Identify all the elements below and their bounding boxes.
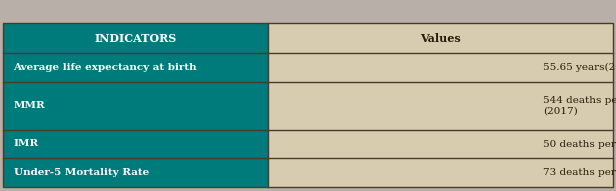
Text: INDICATORS: INDICATORS xyxy=(94,32,177,44)
Bar xyxy=(3,82,268,129)
Text: IMR: IMR xyxy=(14,139,39,148)
Bar xyxy=(3,158,268,187)
Text: Values: Values xyxy=(420,32,461,44)
Text: 544 deaths per 100,000 live births
(2017): 544 deaths per 100,000 live births (2017… xyxy=(543,96,616,116)
Bar xyxy=(3,23,268,53)
Bar xyxy=(268,23,613,53)
Bar xyxy=(3,53,268,82)
Text: Average life expectancy at birth: Average life expectancy at birth xyxy=(14,63,197,72)
Bar xyxy=(268,129,613,158)
Text: MMR: MMR xyxy=(14,101,46,110)
Bar xyxy=(268,53,613,82)
Bar xyxy=(3,23,613,187)
Text: 73 deaths per 1000 live births(2023): 73 deaths per 1000 live births(2023) xyxy=(543,168,616,177)
Text: 55.65 years(2023): 55.65 years(2023) xyxy=(543,63,616,72)
Bar xyxy=(3,129,268,158)
Text: 50 deaths per 1000 live births(2023): 50 deaths per 1000 live births(2023) xyxy=(543,139,616,149)
Bar xyxy=(268,158,613,187)
Text: Under-5 Mortality Rate: Under-5 Mortality Rate xyxy=(14,168,149,177)
Bar xyxy=(268,82,613,129)
